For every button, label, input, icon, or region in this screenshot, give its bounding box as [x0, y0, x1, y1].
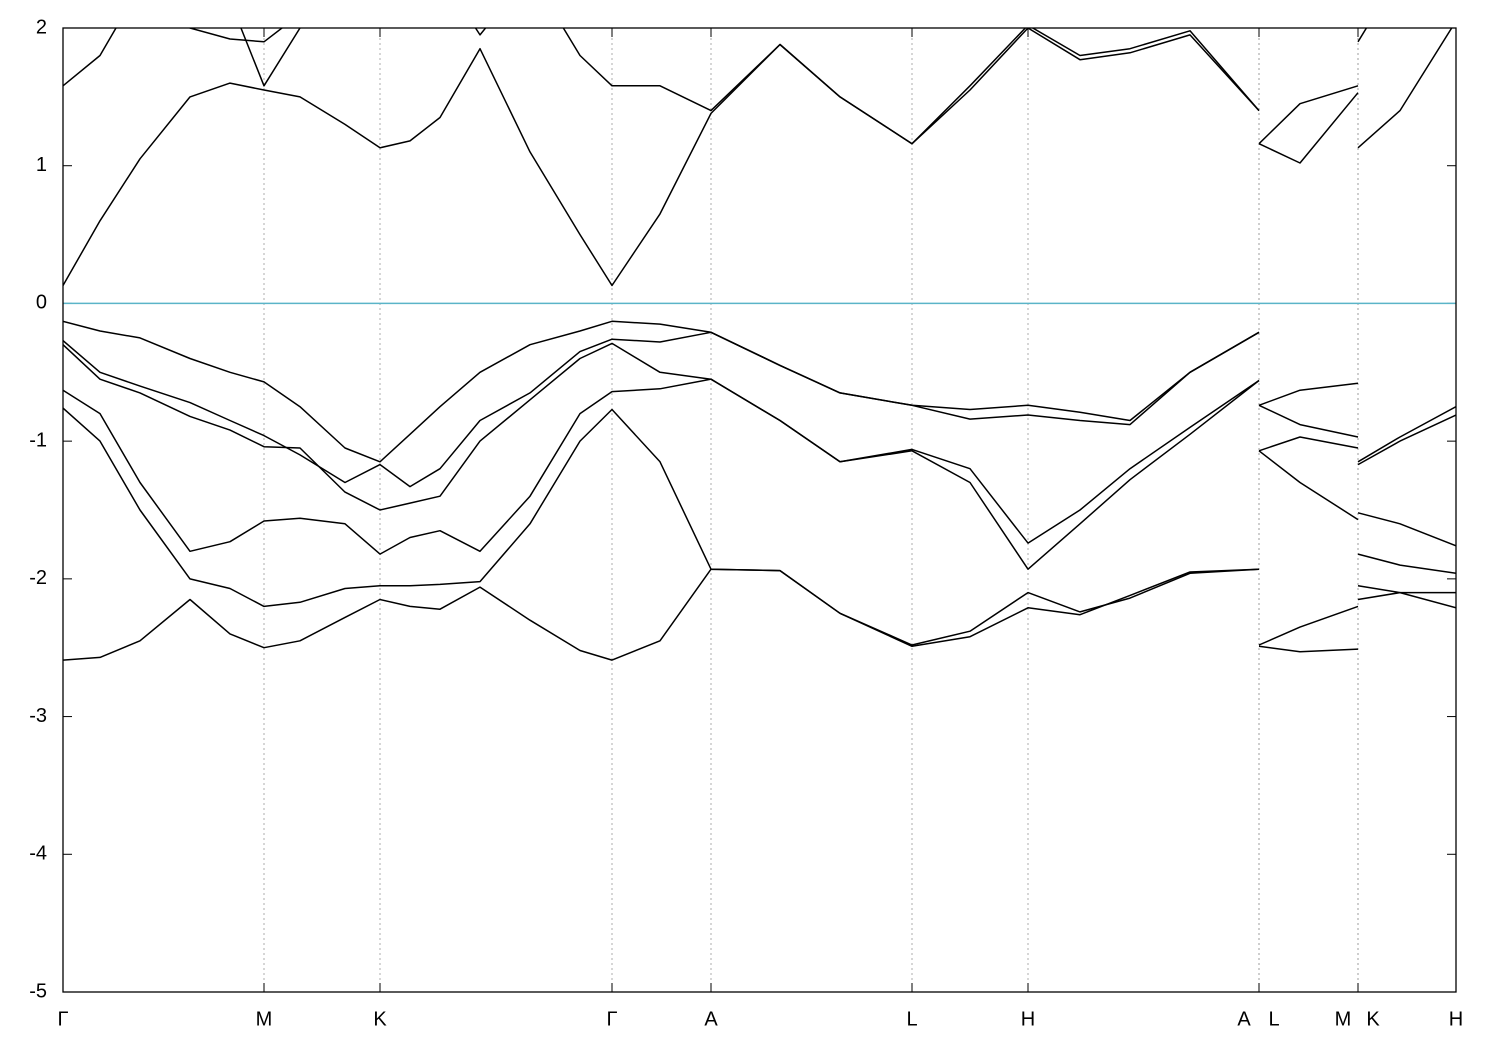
band-line [63, 28, 1453, 287]
x-tick-label: Γ [606, 1008, 617, 1030]
band-line [63, 342, 1456, 547]
band-line [63, 568, 1456, 661]
y-tick-label: -5 [29, 980, 47, 1002]
y-tick-label: 1 [36, 154, 47, 176]
y-tick-label: -3 [29, 705, 47, 727]
band-line [63, 320, 1456, 463]
x-tick-label: A [704, 1008, 718, 1030]
grid [62, 27, 1457, 993]
band-line [63, 378, 1456, 575]
y-tick-label: -2 [29, 567, 47, 589]
x-tick-label: K [373, 1008, 387, 1030]
x-tick-label: M [256, 1008, 273, 1030]
x-tick-label: H [1021, 1008, 1035, 1030]
x-tick-label: Γ [57, 1008, 68, 1030]
x-tick-label: H [1449, 1008, 1463, 1030]
x-tick-label: A [1237, 1008, 1251, 1030]
band-line [188, 28, 284, 43]
x-tick-label: K [1366, 1008, 1380, 1030]
y-tick-label: 0 [36, 292, 47, 314]
x-tick-label: L [906, 1008, 917, 1030]
x-tick-label: L [1268, 1008, 1279, 1030]
y-tick-label: -1 [29, 429, 47, 451]
y-tick-label: -4 [29, 843, 47, 865]
band-line [63, 28, 1368, 145]
plot-frame [62, 27, 1457, 993]
band-line [63, 407, 1456, 646]
bands [63, 28, 1456, 661]
band-line [63, 331, 1456, 488]
y-tick-label: 2 [36, 16, 47, 38]
x-tick-label: M [1335, 1008, 1352, 1030]
